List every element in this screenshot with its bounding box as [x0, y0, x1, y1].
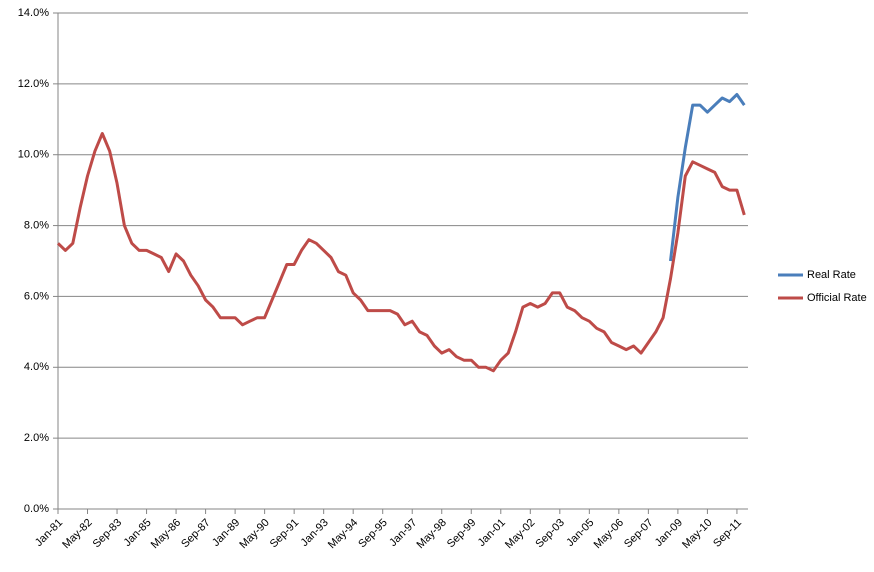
x-tick-label: Jan-81: [33, 517, 65, 549]
x-tick-label: Sep-91: [268, 517, 302, 551]
legend-label: Official Rate: [807, 292, 867, 304]
x-tick-label: Jan-97: [387, 517, 419, 549]
x-tick-label: May-94: [326, 517, 360, 551]
x-tick-label: Sep-87: [179, 517, 213, 551]
x-tick-label: Sep-11: [711, 517, 744, 550]
y-tick-label: 10.0%: [18, 149, 49, 161]
x-tick-label: May-82: [60, 517, 94, 551]
x-tick-label: Jan-93: [299, 517, 331, 549]
x-tick-label: May-98: [414, 517, 448, 551]
x-tick-label: Sep-95: [356, 517, 390, 551]
x-tick-label: May-06: [592, 517, 626, 551]
x-tick-label: May-86: [149, 517, 183, 551]
y-tick-label: 0.0%: [24, 503, 49, 515]
x-tick-label: Sep-03: [533, 517, 567, 551]
x-tick-label: Jan-89: [210, 517, 242, 549]
line-series: [669, 93, 746, 262]
line-series: [56, 132, 746, 373]
x-tick-label: May-90: [237, 517, 271, 551]
x-tick-label: Sep-83: [91, 517, 125, 551]
x-tick-label: Jan-09: [653, 517, 685, 549]
x-tick-label: May-10: [680, 517, 714, 551]
y-tick-label: 8.0%: [24, 219, 49, 231]
y-tick-label: 4.0%: [24, 361, 49, 373]
x-tick-label: Jan-01: [476, 517, 508, 549]
x-tick-label: May-02: [503, 517, 537, 551]
legend-label: Real Rate: [807, 269, 856, 281]
x-tick-label: Jan-05: [564, 517, 596, 549]
y-tick-label: 14.0%: [18, 7, 49, 19]
x-tick-label: Sep-99: [445, 517, 479, 551]
x-tick-label: Sep-07: [622, 517, 656, 551]
x-tick-label: Jan-85: [121, 517, 153, 549]
y-tick-label: 6.0%: [24, 290, 49, 302]
y-tick-label: 2.0%: [24, 432, 49, 444]
y-tick-label: 12.0%: [18, 78, 49, 90]
